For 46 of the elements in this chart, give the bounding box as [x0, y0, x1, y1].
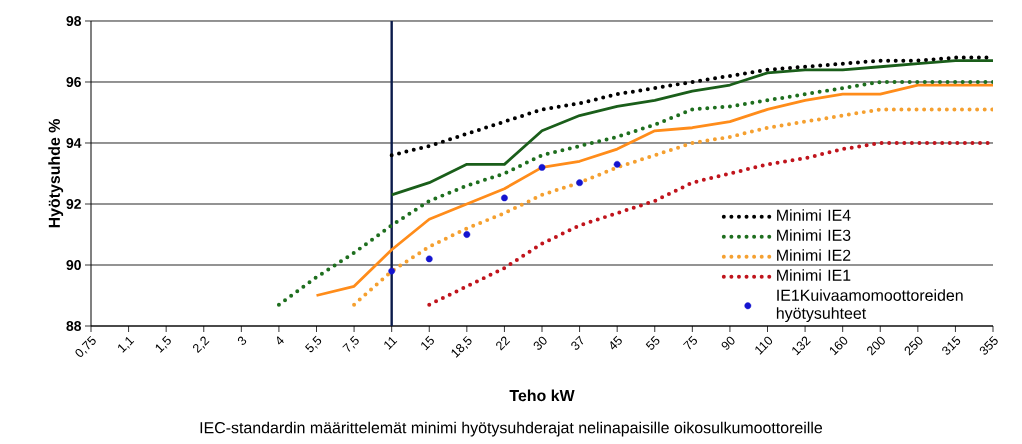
text: IEC-standardin määrittelemät minimi hyötysuhderajat nelinapaisille oikosulkumoottoreille [200, 421, 823, 437]
x-tick-label: 315 [942, 335, 961, 355]
x-tick-label: 2,2 [193, 336, 210, 354]
x-tick-label: 1,1 [118, 337, 135, 353]
x-tick-label: 45 [610, 335, 622, 350]
x-tick-label: 4 [277, 336, 284, 345]
y-tick-label: 92 [66, 199, 81, 209]
x-tick-label: 22 [496, 336, 511, 351]
point [425, 255, 433, 263]
legend-label: Minimi IE3 [777, 229, 851, 241]
x-tick-label: 200 [867, 336, 885, 356]
x-tick-label: 37 [571, 335, 584, 350]
x-tick-label: 90 [721, 336, 735, 350]
x-tick-label: 110 [755, 336, 773, 355]
y-tick-label: 90 [66, 260, 81, 270]
x-tick-label: 160 [829, 336, 848, 356]
x-tick-label: 0,75 [75, 335, 96, 357]
x-tick-label: 15 [421, 335, 434, 351]
y-axis-title: Hyötysuhde % [48, 119, 64, 228]
x-tick-label: 5,5 [305, 335, 322, 353]
y-tick-label: 98 [66, 16, 82, 26]
point [463, 231, 471, 238]
x-tick-label: 250 [904, 336, 923, 356]
y-tick-label: 88 [66, 321, 82, 331]
x-tick-label: 1,5 [155, 335, 171, 353]
x-tick-label: 75 [683, 335, 697, 350]
line-series [390, 59, 994, 197]
legend-label: Minimi IE2 [777, 249, 851, 261]
x-tick-label: 30 [533, 336, 547, 350]
legend-label: Minimi IE4 [777, 209, 851, 221]
x-tick-label: 132 [792, 336, 811, 356]
legend-label: IE1Kuivaamomoottoreiden hyötysuhteet [776, 289, 963, 323]
x-tick-label: 3 [237, 336, 247, 345]
point [501, 194, 508, 202]
y-tick-label: 94 [66, 138, 82, 148]
legend-label: Minimi IE1 [777, 269, 851, 281]
y-tick-label: 96 [66, 77, 81, 87]
point [576, 179, 583, 187]
x-tick-label: 7,5 [342, 335, 359, 352]
x-tick-label: 55 [645, 335, 660, 350]
point [538, 164, 546, 171]
x-tick-label: 11 [384, 337, 398, 350]
x-tick-label: 355 [979, 335, 998, 355]
x-axis-title: Teho kW [509, 389, 575, 402]
point [388, 267, 396, 275]
point [613, 160, 621, 168]
